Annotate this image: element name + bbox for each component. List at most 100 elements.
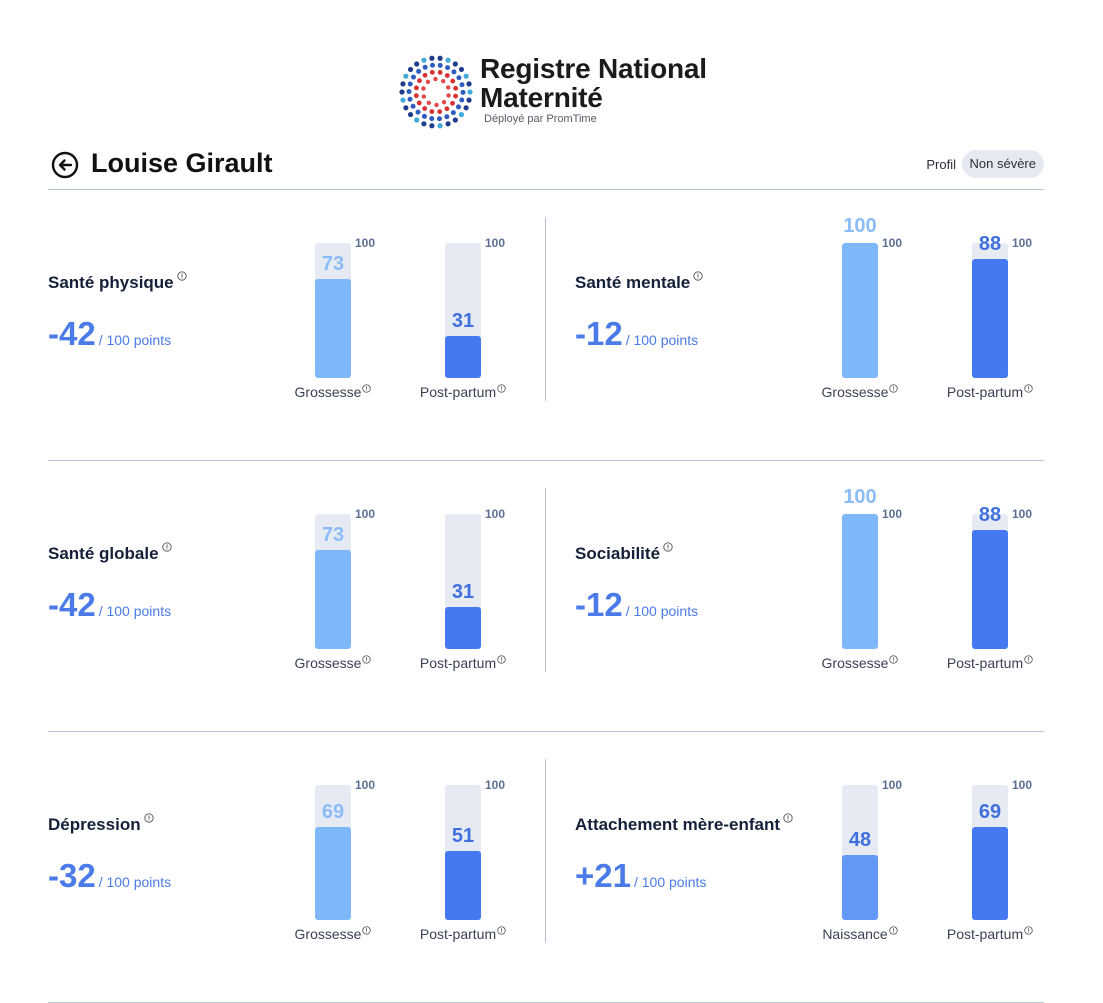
bar-track xyxy=(445,785,481,920)
registry-logo-icon xyxy=(399,55,473,129)
logo-title-line1: Registre National xyxy=(480,53,707,84)
info-icon[interactable] xyxy=(783,813,793,823)
logo-dot xyxy=(407,66,414,73)
bar-label: Post-partum xyxy=(413,926,513,942)
bar-max: 100 xyxy=(882,236,903,250)
bar-label-text: Post-partum xyxy=(419,384,497,400)
info-icon[interactable] xyxy=(663,542,673,552)
bar-track xyxy=(315,243,351,378)
score-unit: / 100 points xyxy=(98,332,172,348)
score-value: -42 xyxy=(48,586,96,623)
bar-label-text: Grossesse xyxy=(821,655,889,671)
info-icon[interactable] xyxy=(1024,384,1033,393)
logo-dot xyxy=(421,121,427,127)
metric-title: Santé mentale xyxy=(575,271,703,293)
logo-dot xyxy=(426,100,432,106)
metric-panel: Attachement mère-enfant +21/ 100 points 48… xyxy=(575,731,1045,1002)
bar-track xyxy=(445,514,481,649)
logo-dot xyxy=(444,73,450,78)
logo-dot xyxy=(463,73,469,79)
info-icon[interactable] xyxy=(497,384,506,393)
logo-title: Registre National Maternité xyxy=(480,54,707,112)
logo-dot xyxy=(450,78,456,84)
bar-value: 88 xyxy=(978,504,1002,526)
profil-badge: Non sévère xyxy=(961,150,1044,178)
logo-subtitle: Déployé par PromTime xyxy=(484,113,597,125)
bar-group: 73 100 Grossesse xyxy=(293,189,403,460)
info-icon[interactable] xyxy=(693,271,703,281)
logo-dot xyxy=(422,106,428,111)
info-icon[interactable] xyxy=(889,926,898,935)
metric-title: Santé physique xyxy=(48,271,187,293)
logo-dot xyxy=(437,123,443,129)
metric-score: -12/ 100 points xyxy=(575,315,698,353)
metric-panel: Dépression -32/ 100 points 69 100 Grossesse 5… xyxy=(48,731,518,1002)
bar-label-text: Post-partum xyxy=(946,926,1024,942)
bar-label-text: Grossesse xyxy=(294,655,362,671)
logo-dot xyxy=(459,97,465,103)
back-arrow-icon[interactable] xyxy=(51,151,79,179)
metric-score: -42/ 100 points xyxy=(48,315,171,353)
info-icon[interactable] xyxy=(143,813,154,823)
logo-dot xyxy=(406,89,412,95)
logo-dot xyxy=(450,110,456,116)
info-icon[interactable] xyxy=(362,926,372,935)
section-divider xyxy=(545,217,546,401)
info-icon[interactable] xyxy=(889,655,899,664)
score-unit: / 100 points xyxy=(633,874,707,890)
bar-label-text: Post-partum xyxy=(946,384,1024,400)
logo-dot xyxy=(416,100,422,106)
info-icon[interactable] xyxy=(1024,926,1033,935)
bar-max: 100 xyxy=(355,507,376,521)
bar-max: 100 xyxy=(485,236,506,250)
logo-title-line2: Maternité xyxy=(480,82,603,113)
logo-dot xyxy=(446,93,451,98)
info-icon[interactable] xyxy=(497,655,506,664)
patient-header: Louise Girault Profil Non sévère xyxy=(48,147,1044,190)
bar-max: 100 xyxy=(882,507,903,521)
logo-dot xyxy=(425,79,431,85)
metric-score: -42/ 100 points xyxy=(48,586,171,624)
bar-group: 73 100 Grossesse xyxy=(293,460,403,731)
bar-fill xyxy=(972,530,1008,649)
logo-dot xyxy=(407,111,414,118)
logo-dot xyxy=(403,105,409,111)
bar-fill xyxy=(972,259,1008,378)
logo-dot xyxy=(453,85,459,91)
bar-fill xyxy=(445,607,481,649)
bar-track xyxy=(315,785,351,920)
bar-label: Grossesse xyxy=(810,655,910,671)
bar-label-text: Post-partum xyxy=(946,655,1024,671)
metric-panel: Santé physique -42/ 100 points 73 100 Grosse… xyxy=(48,189,518,460)
bar-value: 100 xyxy=(843,486,877,508)
logo-dot xyxy=(436,116,442,122)
bar-value: 69 xyxy=(978,801,1002,823)
metric-score: +21/ 100 points xyxy=(575,857,706,895)
logo-dot xyxy=(452,61,458,67)
logo-dot xyxy=(400,81,406,87)
info-icon[interactable] xyxy=(1024,655,1033,664)
bar-group: 48 100 Naissance xyxy=(820,731,930,1002)
logo-dot xyxy=(456,104,462,110)
bar-fill xyxy=(972,827,1008,920)
info-icon[interactable] xyxy=(176,271,187,281)
bar-max: 100 xyxy=(485,778,506,792)
logo-dot xyxy=(422,64,428,70)
score-value: +21 xyxy=(575,857,631,894)
score-unit: / 100 points xyxy=(625,603,699,619)
bar-max: 100 xyxy=(355,778,376,792)
info-icon[interactable] xyxy=(362,655,372,664)
logo-dot xyxy=(421,94,427,99)
info-icon[interactable] xyxy=(362,384,372,393)
bar-label: Grossesse xyxy=(283,926,383,942)
info-icon[interactable] xyxy=(497,926,506,935)
logo-dot xyxy=(417,78,422,84)
bar-track xyxy=(842,514,878,649)
info-icon[interactable] xyxy=(889,384,899,393)
logo-dot xyxy=(399,89,405,95)
bar-label: Post-partum xyxy=(940,384,1040,400)
profil-label: Profil xyxy=(926,157,956,172)
info-icon[interactable] xyxy=(161,542,172,552)
logo-dot xyxy=(421,57,427,63)
bar-max: 100 xyxy=(485,507,506,521)
